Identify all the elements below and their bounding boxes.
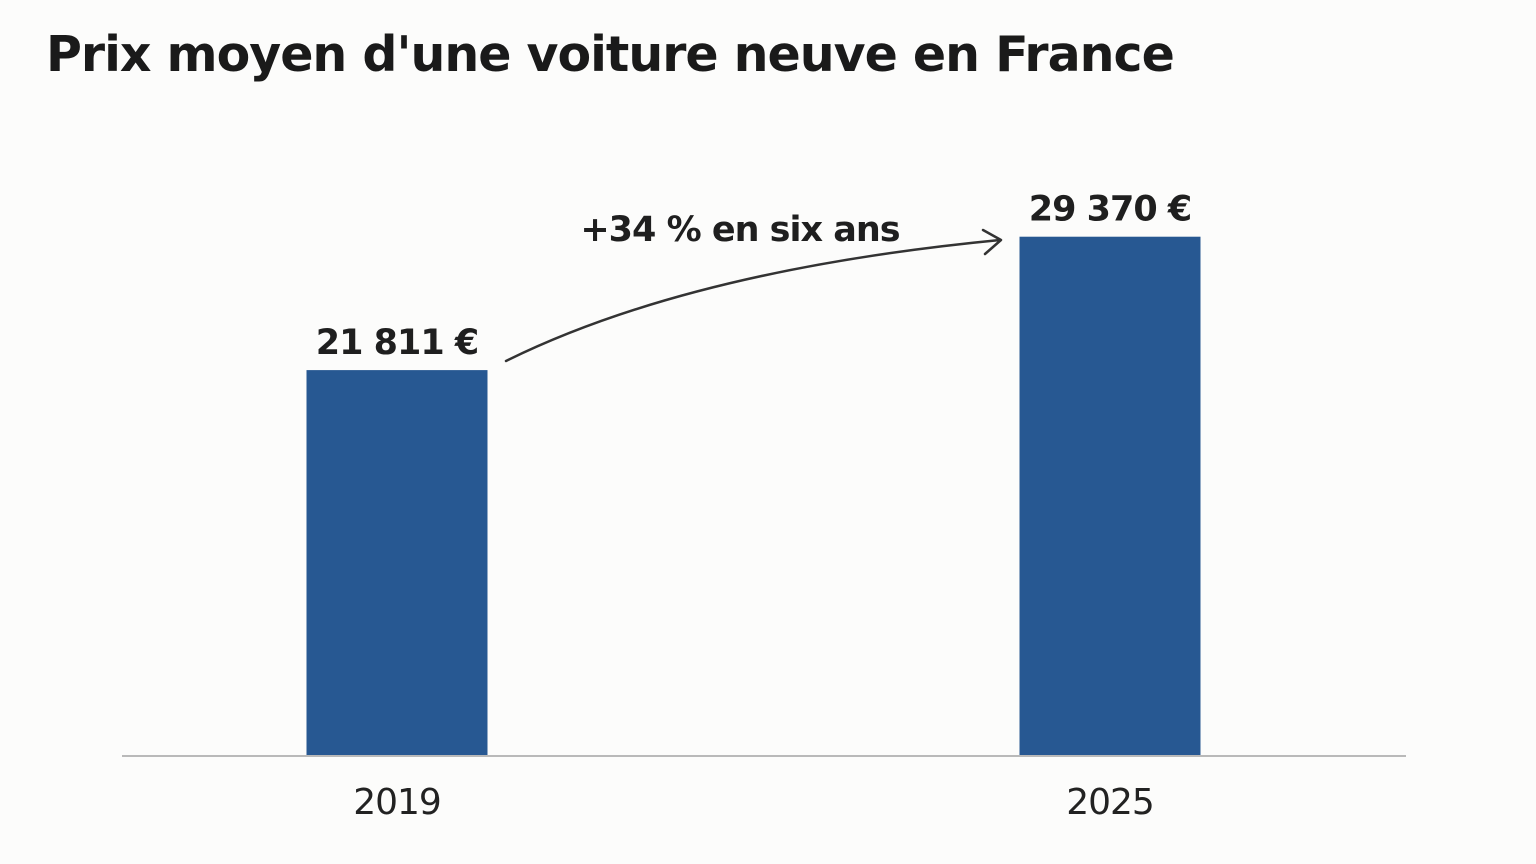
growth-arrow xyxy=(504,238,1002,363)
growth-arrowhead xyxy=(981,228,1003,256)
value-label-2025: 29 370 € xyxy=(1029,190,1192,230)
value-label-2019: 21 811 € xyxy=(316,323,479,363)
labels-layer: 21 811 € 2019 29 370 € 2025 xyxy=(316,190,1193,823)
bars-layer xyxy=(306,236,1201,756)
x-tick-label-2019: 2019 xyxy=(353,782,441,823)
bar-2019 xyxy=(306,370,488,755)
x-tick-label-2025: 2025 xyxy=(1066,782,1154,823)
growth-annotation: +34 % en six ans xyxy=(504,210,1003,363)
chart-title: Prix moyen d'une voiture neuve en France xyxy=(46,26,1175,83)
growth-annotation-label: +34 % en six ans xyxy=(580,210,899,250)
bar-2025 xyxy=(1019,236,1201,756)
